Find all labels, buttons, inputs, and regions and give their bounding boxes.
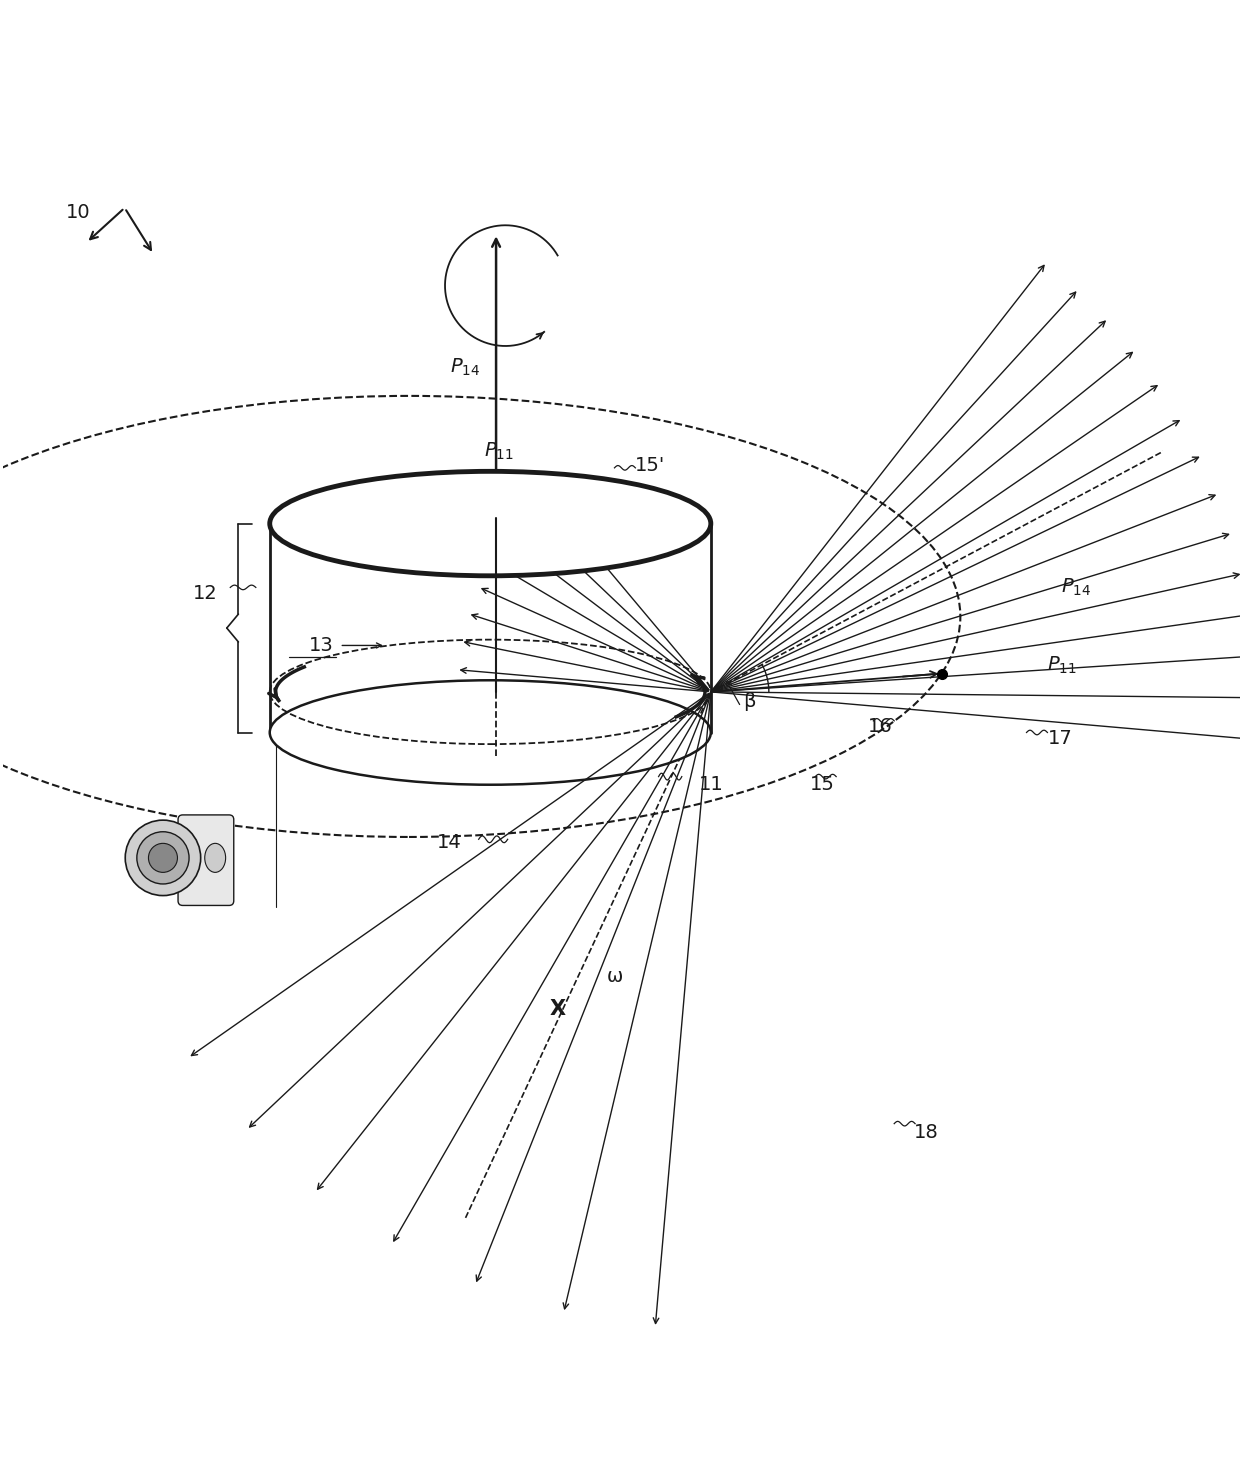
- Text: 14: 14: [436, 834, 461, 853]
- Text: 15': 15': [635, 456, 666, 475]
- Text: 12: 12: [192, 583, 217, 602]
- Ellipse shape: [270, 680, 711, 785]
- Text: 18: 18: [914, 1124, 939, 1143]
- Text: 10: 10: [66, 204, 91, 223]
- Text: $P_{11}$: $P_{11}$: [1048, 655, 1078, 675]
- Ellipse shape: [270, 472, 711, 576]
- Text: $P_{14}$: $P_{14}$: [450, 356, 480, 378]
- Ellipse shape: [149, 844, 177, 872]
- Text: ω: ω: [606, 967, 622, 986]
- Text: 11: 11: [699, 775, 724, 794]
- Ellipse shape: [136, 832, 188, 883]
- Text: 16: 16: [868, 718, 893, 737]
- Text: 13: 13: [309, 636, 334, 655]
- Text: X: X: [549, 999, 565, 1018]
- Text: 17: 17: [1048, 728, 1073, 747]
- Ellipse shape: [125, 820, 201, 895]
- Text: 15: 15: [810, 775, 835, 794]
- Ellipse shape: [205, 844, 226, 872]
- Text: $P_{14}$: $P_{14}$: [1061, 577, 1091, 598]
- FancyBboxPatch shape: [179, 815, 234, 905]
- Text: β: β: [743, 691, 756, 711]
- Text: $P_{11}$: $P_{11}$: [485, 441, 515, 463]
